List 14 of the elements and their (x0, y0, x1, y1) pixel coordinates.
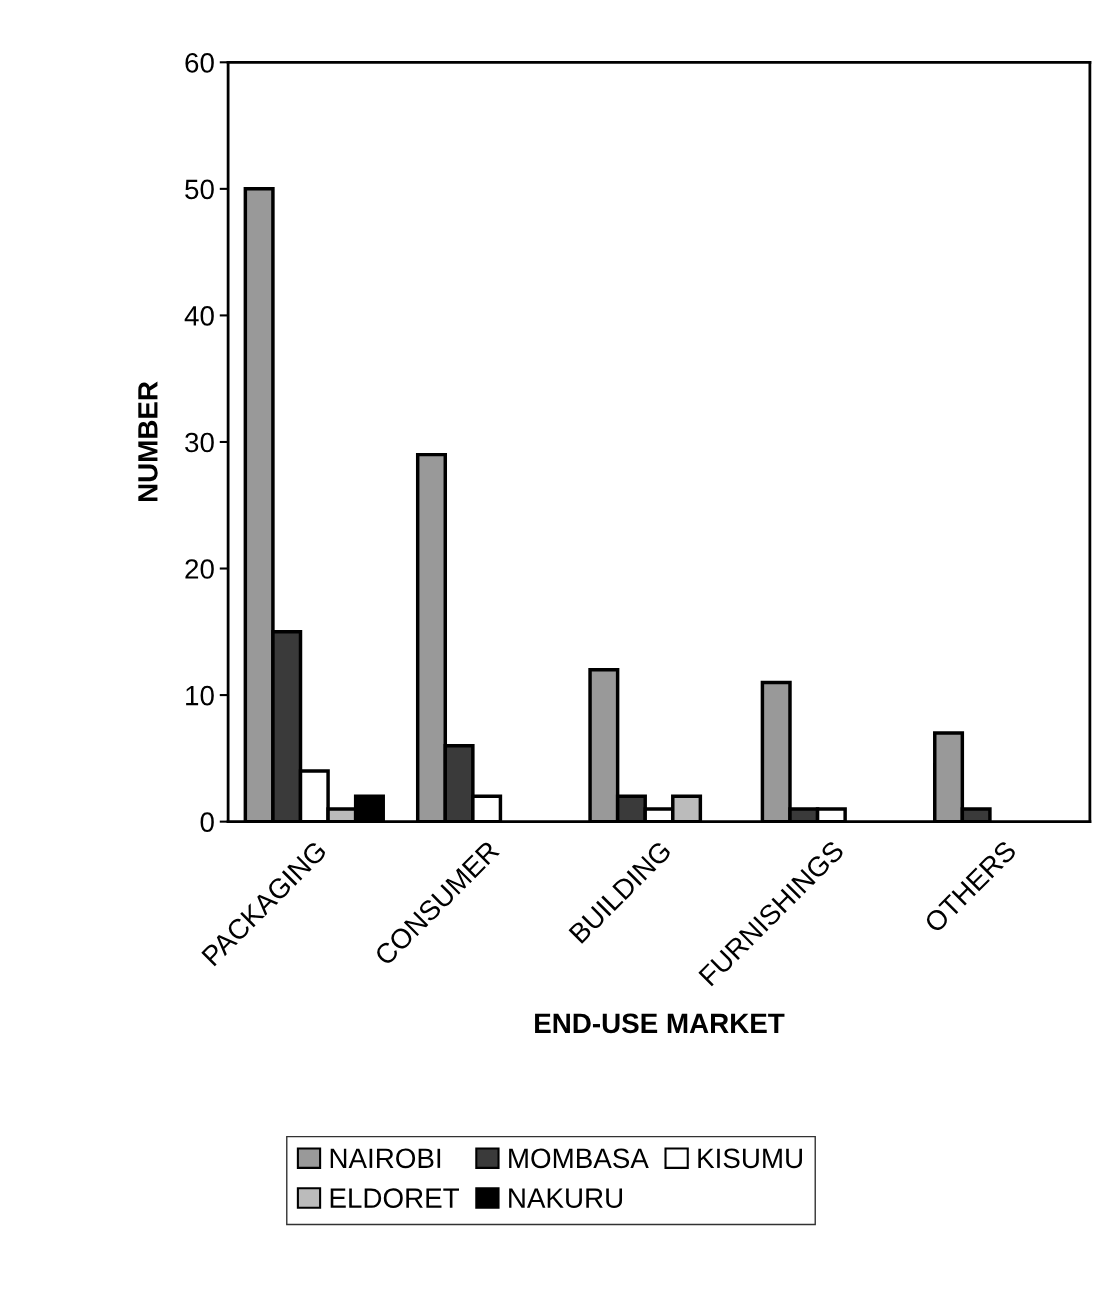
y-tick-label: 10 (186, 685, 214, 706)
y-tick-label: 50 (185, 179, 214, 200)
legend-label: NAKURU (509, 1188, 623, 1208)
legend-label: ELDORET (330, 1188, 459, 1208)
y-tick-label: 60 (185, 52, 214, 73)
y-tick-label: 40 (184, 306, 214, 326)
y-tick-label: 0 (200, 812, 214, 832)
y-tick-label: 20 (185, 559, 214, 579)
legend-label: NAIROBI (330, 1148, 441, 1169)
y-axis-title: NUMBER (138, 381, 158, 502)
x-axis-title: END-USE MARKET (535, 1013, 785, 1034)
y-tick-label: 30 (185, 432, 214, 453)
legend-label: MOMBASA (509, 1148, 649, 1169)
legend-label: KISUMU (698, 1148, 802, 1169)
